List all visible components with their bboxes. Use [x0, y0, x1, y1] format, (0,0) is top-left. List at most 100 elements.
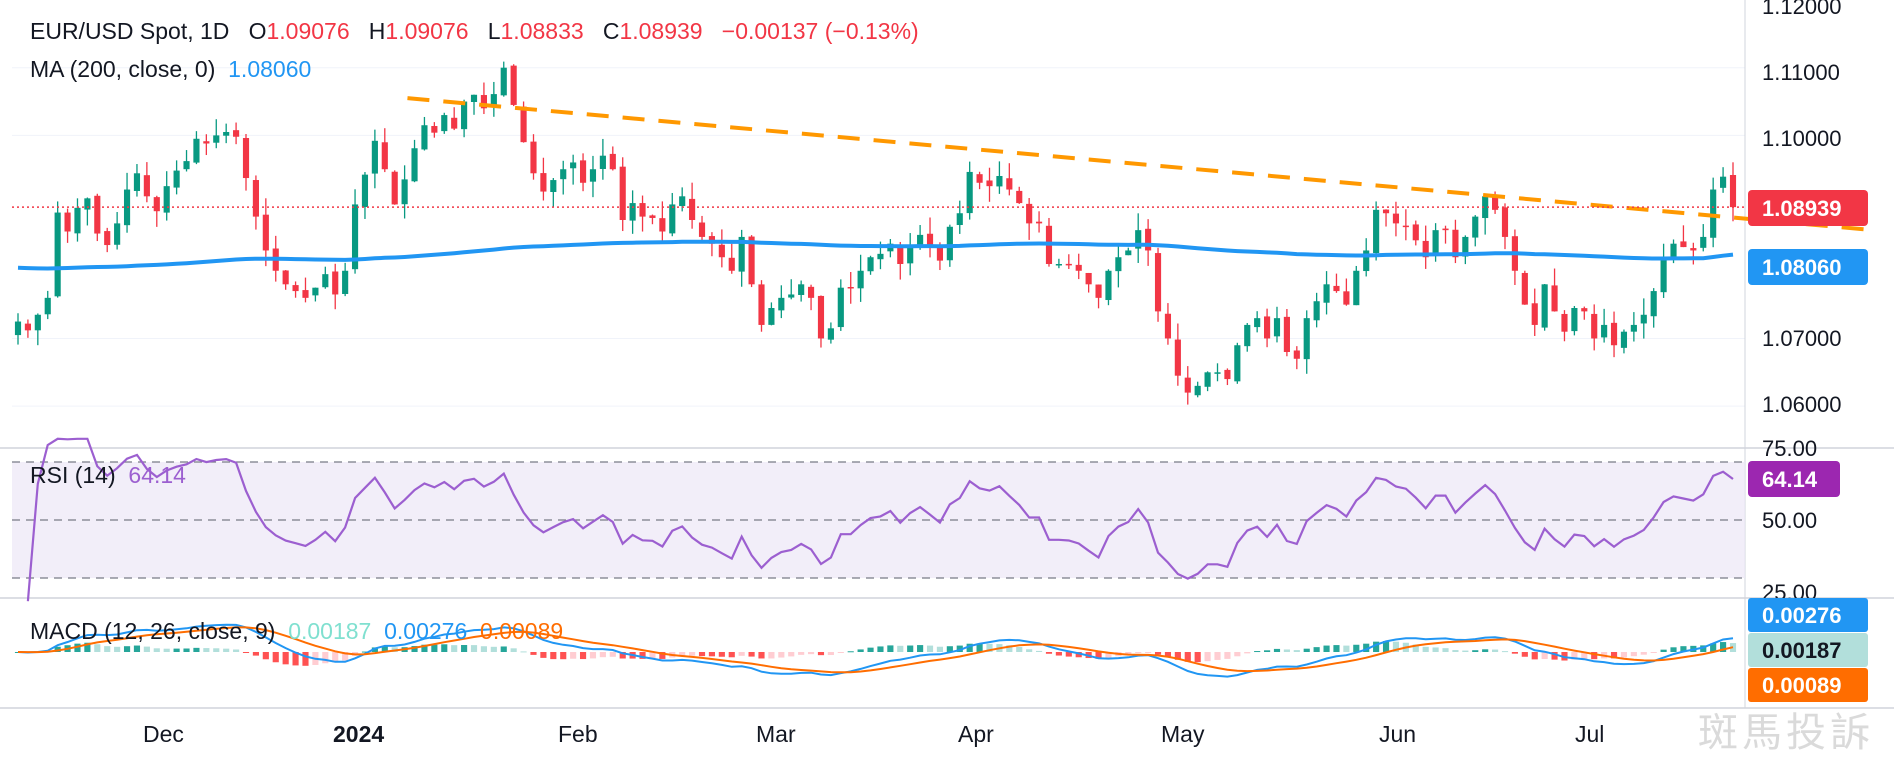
macd-hist-bar: [1720, 642, 1727, 652]
candle-body: [1402, 225, 1409, 228]
candle-body: [659, 218, 666, 232]
macd-hist-bar: [451, 645, 458, 652]
candle-body: [451, 117, 458, 129]
macd-hist-bar: [1630, 652, 1637, 657]
macd-hist-bar: [272, 652, 279, 663]
y-tick-107000: 1.07000: [1762, 326, 1842, 351]
macd-hist-bar: [1422, 646, 1429, 652]
candle-body: [173, 170, 180, 188]
macd-hist-bar: [1016, 647, 1023, 652]
macd-hist-bar: [203, 648, 210, 652]
macd-hist-bar: [1640, 652, 1647, 655]
candle-body: [560, 169, 567, 180]
macd-hist-bar: [1551, 652, 1558, 660]
macd-hist-bar: [659, 652, 666, 659]
signal-line: [17, 626, 1734, 674]
macd-pane: [14, 623, 1737, 678]
ma-label: MA (200, close, 0): [30, 56, 216, 82]
candle-body: [74, 207, 81, 234]
candle-body: [1571, 308, 1578, 332]
macd-hist-bar: [1283, 649, 1290, 652]
candle-body: [877, 253, 884, 260]
macd-hist-bar: [570, 652, 577, 659]
macd-hist-bar: [718, 652, 725, 657]
macd-signal-tag: 0.00089: [1748, 668, 1868, 702]
macd-hist-bar: [94, 644, 101, 652]
macd-hist-bar: [1462, 650, 1469, 652]
macd-hist-bar: [1164, 652, 1172, 658]
macd-hist-bar: [887, 645, 894, 652]
macd-hist-bar: [490, 646, 497, 652]
macd-hist-bar: [986, 643, 993, 652]
candle-body: [54, 212, 61, 297]
rsi-pane: [12, 437, 1745, 602]
macd-hist-bar: [1006, 645, 1013, 652]
macd-line: [17, 623, 1734, 678]
candle-body: [857, 270, 864, 289]
macd-hist-bar: [1154, 652, 1162, 655]
macd-hist-bar: [639, 652, 646, 659]
candle-body: [609, 153, 616, 170]
macd-hist-bar: [877, 646, 884, 652]
candle-body: [1154, 253, 1162, 312]
candle-body: [1115, 257, 1122, 272]
candle-body: [1264, 316, 1271, 339]
macd-hist-bar: [1293, 650, 1300, 652]
open-value: 1.09076: [266, 18, 350, 44]
candle-body: [1293, 350, 1300, 359]
candle-body: [1422, 240, 1429, 258]
close-value: 1.08939: [619, 18, 703, 44]
macd-hist-bar: [242, 652, 250, 653]
candle-body: [1452, 229, 1459, 258]
candle-body: [381, 142, 388, 170]
macd-hist-bar: [1452, 650, 1459, 652]
macd-hist-bar: [897, 645, 904, 652]
candle-body: [431, 126, 438, 133]
macd-hist-bar: [936, 646, 944, 652]
candle-body: [689, 198, 696, 220]
macd-hist-bar: [1660, 649, 1667, 652]
macd-hist-bar: [1035, 650, 1043, 652]
candle-body: [669, 204, 676, 234]
macd-hist-bar: [332, 652, 339, 663]
candle-body: [1174, 339, 1181, 376]
y-tick-111000: 1.11000: [1762, 60, 1840, 85]
macd-hist-bar: [1501, 651, 1509, 653]
candle-body: [1323, 284, 1330, 303]
macd-hist-bar: [579, 652, 587, 660]
candle-body: [768, 308, 775, 325]
macd-hist-bar: [907, 645, 914, 652]
candle-body: [738, 236, 745, 272]
macd-hist-bar: [1333, 645, 1340, 652]
candle-body: [461, 101, 468, 130]
candle-body: [1135, 230, 1142, 249]
candle-body: [540, 173, 547, 192]
macd-hist-bar: [1055, 652, 1062, 656]
candle-body: [24, 323, 31, 331]
ma200-line: [17, 239, 1734, 271]
candle-body: [1690, 248, 1697, 251]
macd-hist-bar: [262, 652, 269, 660]
macd-hist-bar: [1273, 648, 1281, 652]
x-label-may: May: [1161, 721, 1205, 747]
macd-hist-bar: [173, 648, 180, 652]
macd-hist-bar: [193, 647, 200, 652]
macd-hist-bar: [768, 652, 775, 659]
macd-hist-bar: [1620, 652, 1628, 658]
candle-body: [926, 233, 934, 248]
macd-hist-bar: [679, 652, 686, 656]
y-tick-110000: 1.10000: [1762, 126, 1842, 151]
macd-hist-bar: [857, 649, 864, 652]
candle-body: [153, 197, 160, 212]
macd-hist-bar: [470, 645, 478, 652]
candle-body: [1650, 291, 1657, 317]
candle-body: [480, 95, 487, 109]
macd-hist-bar: [837, 652, 844, 653]
candle-body: [1442, 228, 1449, 231]
candle-body: [758, 284, 765, 325]
candle-body: [867, 257, 874, 272]
macd-line-tag: 0.00276: [1748, 598, 1868, 632]
svg-text:0.00187: 0.00187: [1762, 638, 1842, 663]
candle-body: [1164, 313, 1172, 339]
